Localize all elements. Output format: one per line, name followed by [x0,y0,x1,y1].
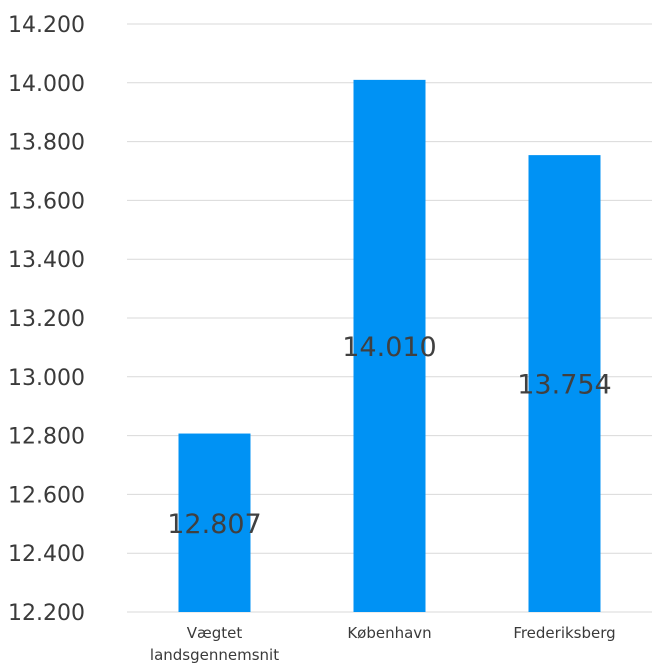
bar [353,79,426,613]
x-category-label: Vægtet landsgennemsnit [150,624,279,664]
data-labels: 12.807 14.010 13.754 [167,332,611,540]
x-category-label: Frederiksberg [513,624,615,642]
data-label: 14.010 [342,332,436,363]
bars [178,79,601,613]
y-tick-label: 13.000 [8,366,85,391]
bar [528,155,601,612]
y-tick-label: 12.600 [8,483,85,508]
y-tick-label: 14.000 [8,72,85,97]
y-tick-label: 14.200 [8,13,85,38]
x-axis-category-labels: Vægtet landsgennemsnit København Frederiksb… [150,624,616,664]
y-tick-label: 12.400 [8,542,85,567]
data-label: 13.754 [517,370,611,401]
y-tick-label: 13.600 [8,189,85,214]
y-tick-label: 12.200 [8,601,85,626]
y-tick-label: 13.200 [8,307,85,332]
y-axis-tick-labels: 12.200 12.400 12.600 12.800 13.000 13.200 13.4… [8,13,85,626]
data-label: 12.807 [167,509,261,540]
bar [178,433,251,612]
y-tick-label: 13.800 [8,131,85,156]
y-tick-label: 13.400 [8,248,85,273]
x-category-label: København [347,624,431,642]
y-tick-label: 12.800 [8,425,85,450]
